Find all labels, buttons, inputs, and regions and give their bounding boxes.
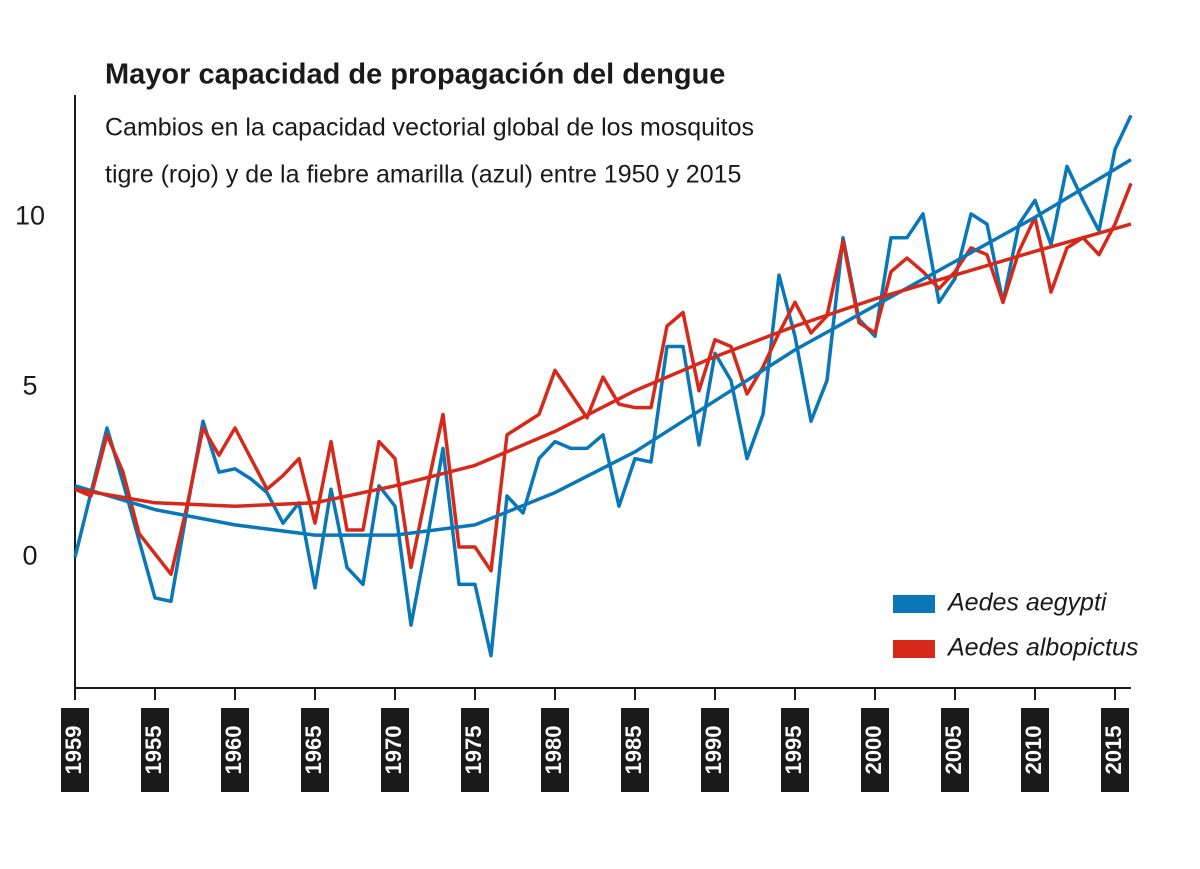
x-tick-box (461, 708, 489, 792)
x-tick-box (861, 708, 889, 792)
x-tick-box (621, 708, 649, 792)
data-line (74, 182, 1133, 576)
trend-line (74, 158, 1132, 537)
y-tick-label: 0 (22, 540, 37, 570)
x-tick-box (1021, 708, 1049, 792)
legend-label: Aedes aegypti (946, 589, 1108, 617)
x-tick-box (221, 708, 249, 792)
chart-title: Mayor capacidad de propagación del dengu… (105, 59, 725, 91)
x-tick-box (541, 708, 569, 792)
x-tick-label: 1980 (541, 726, 566, 775)
x-tick-label: 1959 (61, 726, 86, 775)
x-tick-box (701, 708, 729, 792)
y-tick-label: 5 (22, 370, 37, 400)
x-tick-label: 1965 (301, 726, 326, 775)
x-tick-label: 1985 (621, 726, 646, 775)
x-tick-label: 1960 (221, 726, 246, 775)
data-line (73, 114, 1133, 658)
x-tick-box (1101, 708, 1129, 792)
x-tick-box (381, 708, 409, 792)
chart-subtitle: Cambios en la capacidad vectorial global… (105, 114, 754, 142)
chart-subtitle: tigre (rojo) y de la fiebre amarilla (az… (105, 161, 741, 189)
trend-line (74, 222, 1132, 508)
x-tick-label: 2015 (1101, 726, 1126, 775)
x-tick-box (61, 708, 89, 792)
x-tick-label: 1955 (141, 726, 166, 775)
x-tick-label: 1970 (381, 726, 406, 775)
x-tick-label: 1975 (461, 726, 486, 775)
x-tick-label: 2000 (861, 726, 886, 775)
legend-swatch (893, 595, 935, 613)
legend-label: Aedes albopictus (946, 634, 1138, 662)
x-tick-box (781, 708, 809, 792)
y-tick-label: 10 (15, 200, 45, 230)
x-tick-label: 1995 (781, 726, 806, 775)
x-tick-label: 2005 (941, 726, 966, 775)
x-tick-box (941, 708, 969, 792)
x-tick-label: 1990 (701, 726, 726, 775)
x-tick-label: 2010 (1021, 726, 1046, 775)
x-tick-box (301, 708, 329, 792)
x-tick-box (141, 708, 169, 792)
legend-swatch (893, 640, 935, 658)
